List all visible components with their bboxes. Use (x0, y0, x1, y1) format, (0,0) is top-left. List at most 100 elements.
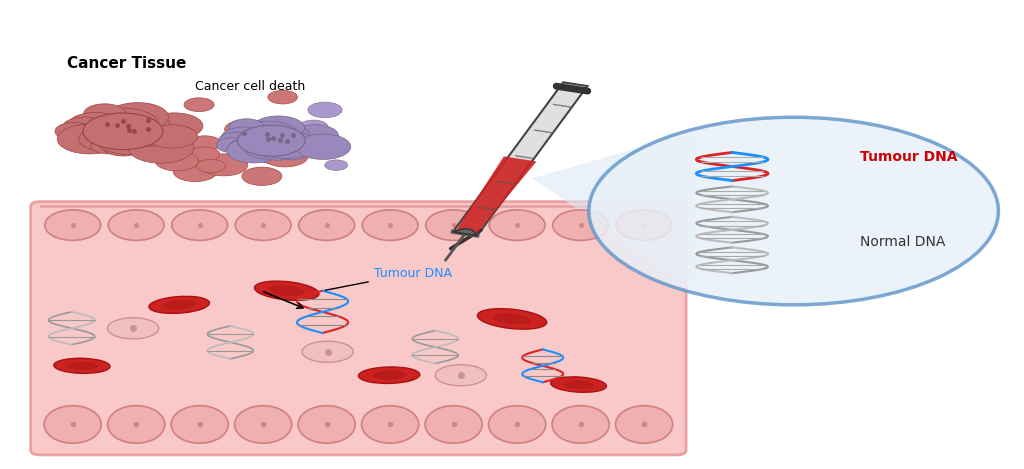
Ellipse shape (425, 406, 482, 443)
Ellipse shape (67, 361, 97, 371)
Circle shape (256, 131, 316, 159)
Ellipse shape (426, 210, 481, 241)
Polygon shape (453, 228, 477, 235)
Circle shape (154, 125, 195, 144)
Circle shape (236, 128, 270, 144)
Circle shape (173, 161, 217, 182)
Text: Tumour DNA: Tumour DNA (860, 150, 957, 164)
Text: Cancer Tissue: Cancer Tissue (67, 56, 186, 71)
Circle shape (145, 113, 203, 139)
Ellipse shape (616, 210, 672, 241)
Circle shape (125, 115, 196, 148)
Ellipse shape (54, 357, 110, 374)
Ellipse shape (493, 314, 531, 324)
Ellipse shape (172, 210, 227, 241)
Circle shape (282, 154, 298, 162)
Ellipse shape (299, 210, 354, 241)
Ellipse shape (373, 371, 406, 380)
Circle shape (132, 129, 169, 146)
Circle shape (84, 104, 126, 123)
Ellipse shape (563, 380, 594, 389)
Text: Tumour DNA: Tumour DNA (326, 267, 452, 290)
Circle shape (238, 125, 305, 156)
Circle shape (102, 137, 143, 156)
Ellipse shape (551, 377, 606, 393)
Circle shape (184, 98, 214, 112)
Circle shape (245, 138, 290, 159)
Circle shape (252, 116, 304, 140)
Ellipse shape (302, 341, 353, 362)
Circle shape (156, 151, 199, 171)
Polygon shape (453, 82, 588, 235)
Text: Normal DNA: Normal DNA (860, 234, 945, 249)
Ellipse shape (361, 406, 419, 443)
Circle shape (224, 120, 265, 138)
Circle shape (270, 131, 298, 144)
Circle shape (200, 154, 248, 176)
Circle shape (263, 147, 293, 160)
Circle shape (94, 122, 166, 155)
Ellipse shape (163, 300, 196, 310)
Ellipse shape (254, 281, 319, 300)
Ellipse shape (44, 406, 101, 443)
Circle shape (272, 127, 333, 154)
Circle shape (257, 128, 298, 146)
Circle shape (242, 167, 282, 185)
Circle shape (325, 160, 348, 170)
Circle shape (272, 129, 306, 144)
Ellipse shape (488, 406, 546, 443)
Circle shape (62, 117, 108, 137)
Ellipse shape (108, 406, 165, 443)
Ellipse shape (171, 406, 228, 443)
Circle shape (299, 120, 328, 133)
Circle shape (252, 122, 309, 149)
Polygon shape (532, 131, 696, 291)
Circle shape (238, 121, 299, 149)
Circle shape (197, 159, 225, 173)
Ellipse shape (45, 210, 100, 241)
Ellipse shape (109, 210, 164, 241)
Circle shape (228, 119, 264, 135)
Circle shape (229, 137, 270, 156)
Circle shape (57, 124, 122, 154)
Circle shape (268, 91, 297, 104)
Circle shape (226, 138, 282, 163)
Circle shape (188, 136, 221, 151)
Ellipse shape (362, 210, 418, 241)
Circle shape (67, 124, 115, 145)
Ellipse shape (615, 406, 673, 443)
Circle shape (146, 125, 198, 148)
Circle shape (295, 134, 351, 159)
Circle shape (308, 102, 342, 118)
Circle shape (79, 127, 132, 151)
Circle shape (87, 108, 159, 141)
Circle shape (290, 125, 339, 147)
Circle shape (261, 146, 297, 163)
Circle shape (274, 144, 309, 160)
Ellipse shape (476, 309, 548, 329)
Polygon shape (455, 156, 537, 235)
Circle shape (216, 138, 249, 153)
Circle shape (86, 114, 127, 133)
Circle shape (261, 155, 279, 163)
Ellipse shape (359, 366, 419, 384)
Circle shape (262, 146, 308, 167)
Ellipse shape (234, 406, 292, 443)
Circle shape (90, 138, 126, 154)
Circle shape (218, 132, 256, 150)
Text: Cancer cell death: Cancer cell death (195, 80, 305, 93)
Circle shape (125, 117, 165, 135)
Circle shape (266, 141, 293, 153)
Circle shape (221, 127, 267, 148)
Ellipse shape (108, 318, 159, 339)
Circle shape (55, 122, 94, 140)
Circle shape (188, 147, 220, 161)
Ellipse shape (553, 210, 608, 241)
Circle shape (244, 127, 276, 142)
Ellipse shape (298, 406, 355, 443)
Ellipse shape (435, 365, 486, 386)
Ellipse shape (552, 406, 609, 443)
Ellipse shape (148, 296, 210, 313)
Ellipse shape (268, 286, 305, 296)
FancyBboxPatch shape (31, 202, 686, 455)
